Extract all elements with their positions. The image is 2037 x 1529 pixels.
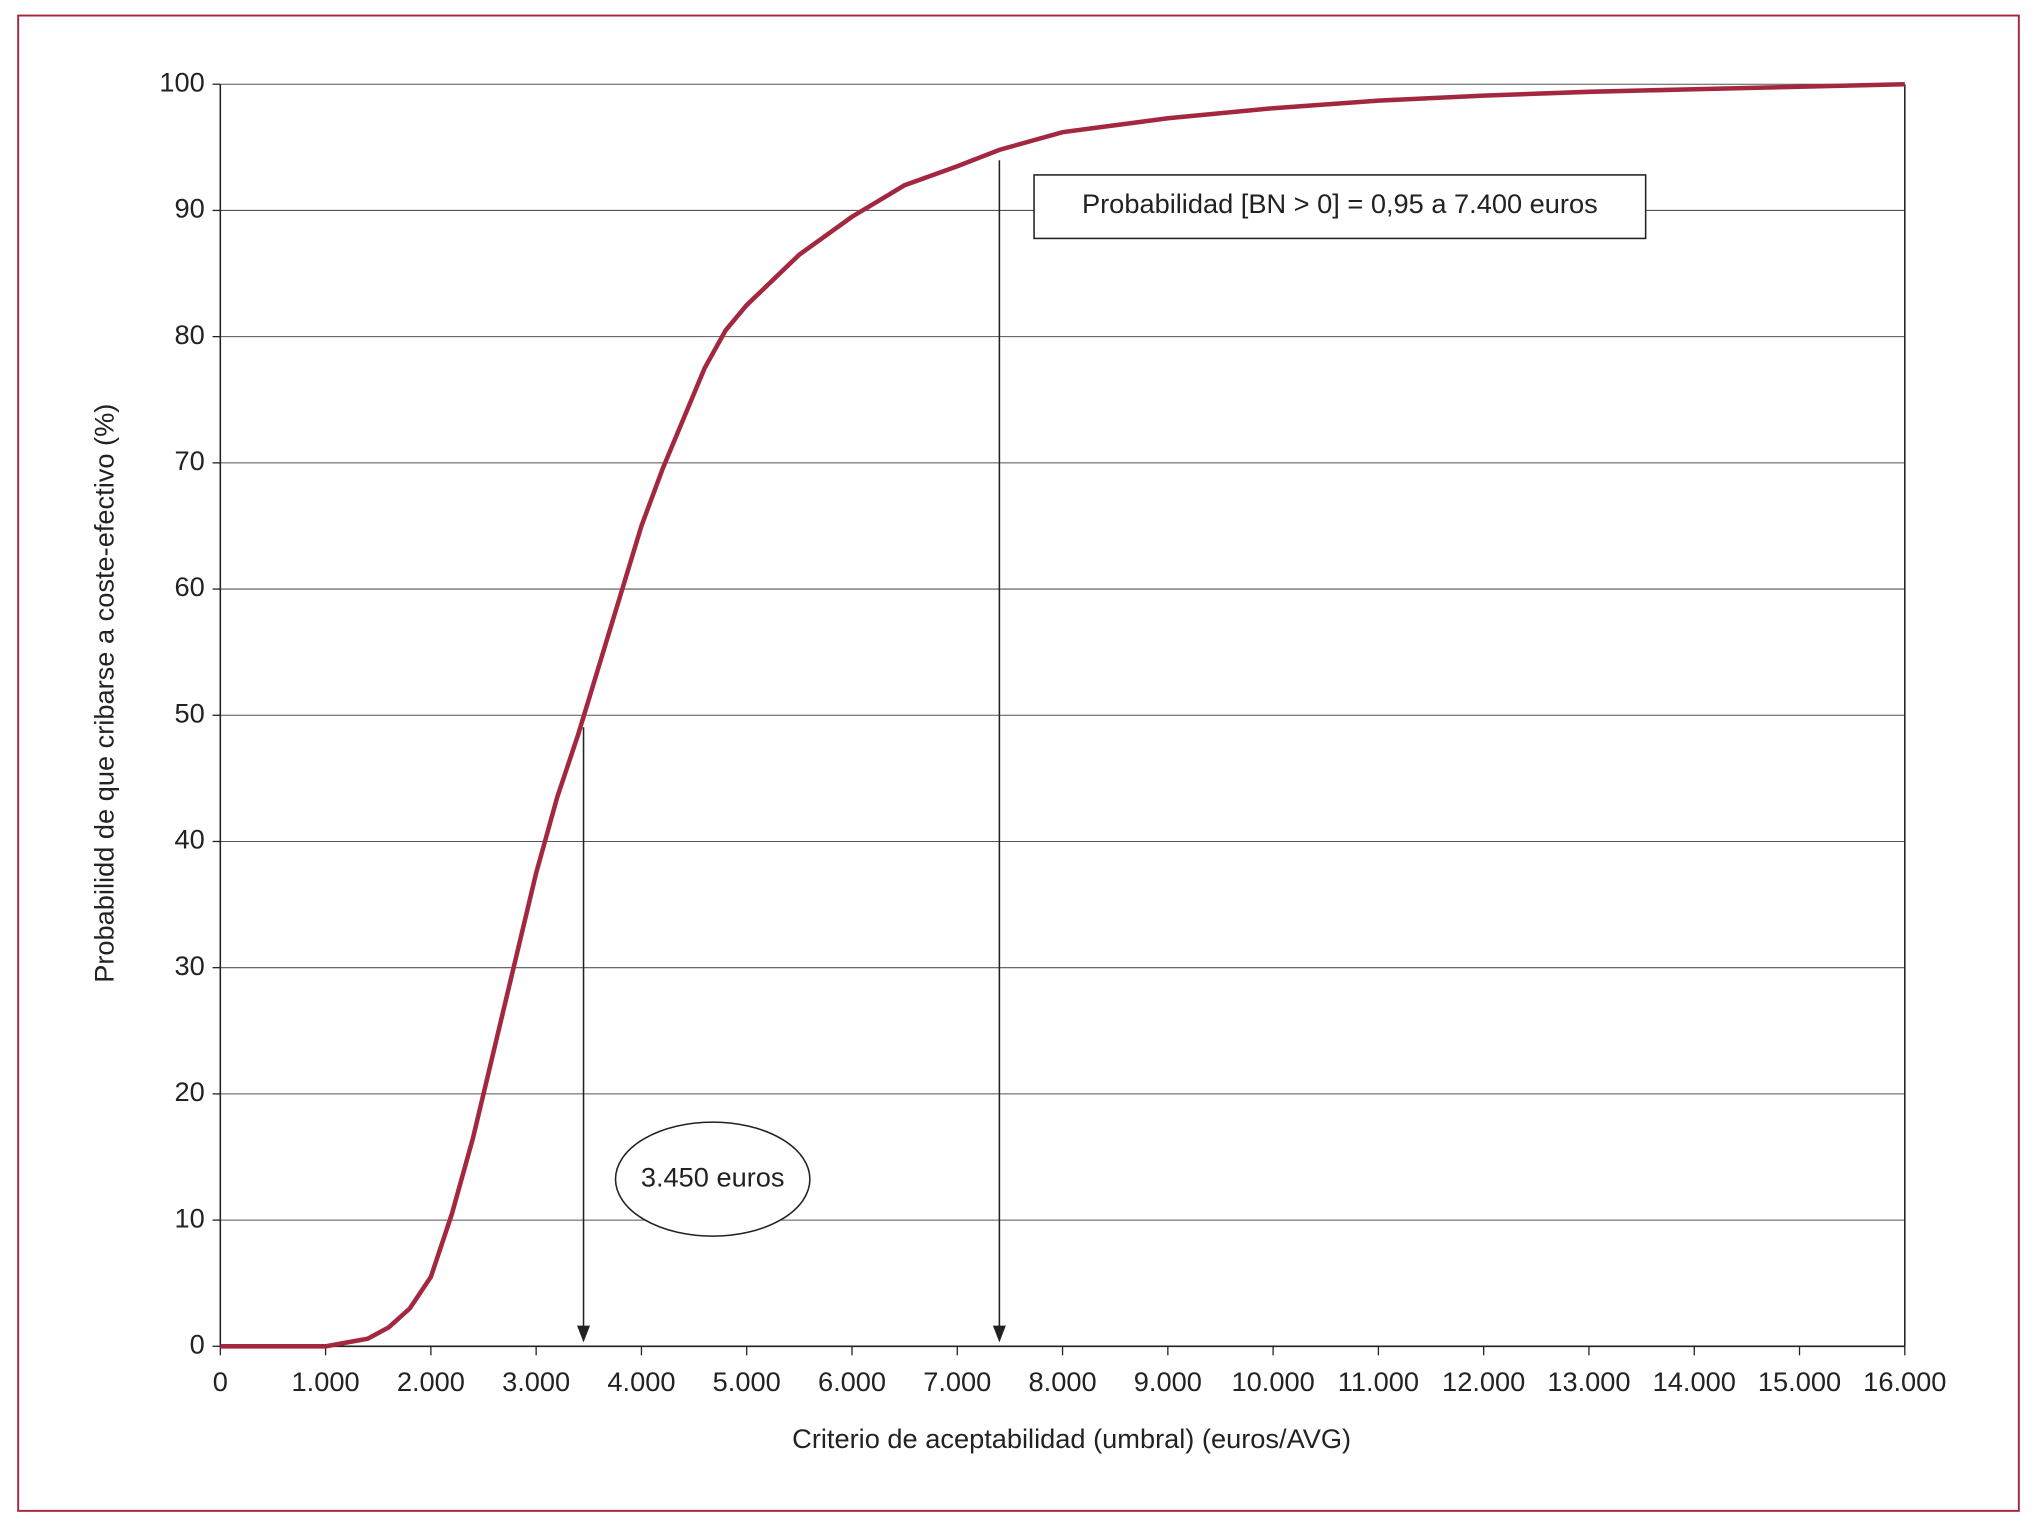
x-tick-label: 15.000 [1758, 1366, 1841, 1397]
x-tick-label: 10.000 [1232, 1366, 1315, 1397]
x-tick-label: 12.000 [1442, 1366, 1525, 1397]
x-tick-label: 4.000 [607, 1366, 675, 1397]
x-tick-label: 0 [213, 1366, 228, 1397]
y-tick-label: 0 [190, 1328, 205, 1359]
x-tick-label: 5.000 [713, 1366, 781, 1397]
x-tick-label: 13.000 [1547, 1366, 1630, 1397]
curve [220, 81, 1905, 1349]
y-tick-label: 100 [159, 66, 204, 97]
y-tick-label: 90 [174, 193, 204, 224]
y-tick-label: 30 [174, 950, 204, 981]
y-tick-label: 10 [174, 1202, 204, 1233]
x-tick-label: 9.000 [1134, 1366, 1202, 1397]
x-tick-label: 16.000 [1863, 1366, 1946, 1397]
y-tick-label: 60 [174, 571, 204, 602]
annotation-ellipse [614, 1121, 811, 1237]
x-tick-label: 7.000 [923, 1366, 991, 1397]
x-tick-label: 8.000 [1029, 1366, 1097, 1397]
annotation-text: 3.450 euros [641, 1161, 785, 1192]
arrow-head [577, 1325, 591, 1343]
x-tick-label: 14.000 [1653, 1366, 1736, 1397]
annotation-text: Probabilidad [BN > 0] = 0,95 a 7.400 eur… [1082, 188, 1598, 219]
y-tick-label: 70 [174, 445, 204, 476]
y-tick-label: 50 [174, 697, 204, 728]
x-axis-label: Criterio de aceptabilidad (umbral) (euro… [792, 1423, 1351, 1454]
figure-frame [17, 14, 2020, 1512]
y-tick-label: 80 [174, 319, 204, 350]
arrow-head [992, 1325, 1006, 1343]
y-tick-label: 40 [174, 824, 204, 855]
x-tick-label: 11.000 [1338, 1366, 1419, 1397]
annotation-box [1033, 174, 1647, 240]
x-tick-label: 6.000 [818, 1366, 886, 1397]
x-tick-label: 3.000 [502, 1366, 570, 1397]
y-axis-label: Probabilidd de que cribarse a coste-efec… [88, 404, 119, 983]
x-tick-label: 2.000 [397, 1366, 465, 1397]
y-tick-label: 20 [174, 1076, 204, 1107]
x-tick-label: 1.000 [292, 1366, 360, 1397]
